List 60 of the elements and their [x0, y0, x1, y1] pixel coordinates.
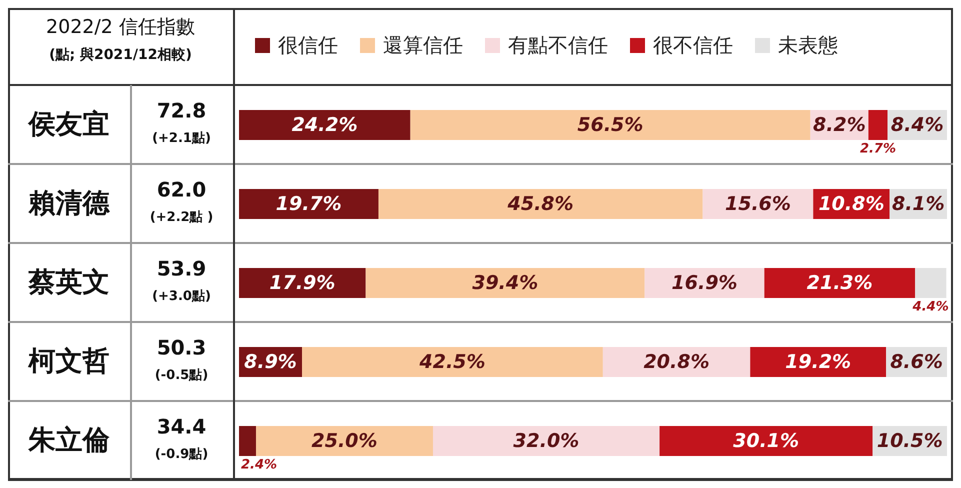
bar: [239, 189, 378, 219]
data-label: 42.5%: [418, 351, 486, 373]
y-tick-label: 賴清德: [28, 188, 110, 219]
data-label: 8.1%: [892, 193, 945, 215]
bar: [764, 268, 916, 298]
legend-label: 很不信任: [652, 32, 733, 59]
text: (+2.2點 ): [150, 210, 214, 225]
bar: [366, 268, 645, 298]
text: 53.9: [156, 256, 206, 280]
bar: [432, 426, 660, 456]
legend-label: 未表態: [777, 32, 838, 59]
text: (+2.1點): [152, 131, 211, 146]
data-label: 8.6%: [890, 351, 943, 373]
y-tick-label: 朱立倫: [28, 425, 110, 456]
data-label: 8.9%: [244, 351, 297, 373]
data-label: 17.9%: [269, 272, 336, 294]
bar: [410, 110, 810, 140]
data-label: 2.4%: [241, 458, 278, 472]
text: (+3.0點): [152, 289, 211, 304]
y-tick-label: 柯文哲: [28, 346, 110, 377]
data-label: 30.1%: [733, 430, 800, 452]
data-label: 10.5%: [876, 430, 943, 452]
data-label: 45.8%: [506, 193, 574, 215]
bar: [302, 347, 603, 377]
data-label: 24.2%: [292, 114, 358, 136]
y-tick-label: 侯友宜: [28, 109, 110, 140]
data-label: 2.7%: [860, 142, 896, 156]
data-label: 4.4%: [912, 300, 949, 314]
data-label: 39.4%: [472, 272, 538, 294]
data-label: 25.0%: [312, 430, 378, 452]
data-label: 19.7%: [276, 193, 342, 215]
bar: [660, 426, 873, 456]
data-label: 21.3%: [806, 272, 873, 294]
bar: [239, 426, 256, 456]
text: 34.4: [156, 414, 206, 438]
text: 50.3: [156, 336, 206, 360]
text: 72.8: [156, 98, 206, 122]
data-label: 8.4%: [890, 114, 944, 136]
chart-title: 2022/2 信任指數: [45, 15, 196, 40]
data-label: 20.8%: [644, 351, 710, 373]
data-label: 32.0%: [513, 430, 580, 452]
data-label: 8.2%: [813, 114, 866, 136]
legend-label: 有點不信任: [507, 32, 608, 59]
text: (-0.5點): [154, 368, 208, 383]
bar: [868, 110, 888, 140]
legend-label: 很信任: [277, 32, 338, 59]
data-label: 56.5%: [577, 114, 644, 136]
y-tick-label: 蔡英文: [28, 267, 110, 298]
data-label: 15.6%: [725, 193, 791, 215]
bar: [378, 189, 703, 219]
data-label: 10.8%: [818, 193, 884, 215]
text: 62.0: [156, 178, 206, 202]
bar: [239, 110, 410, 140]
text: (點; 與2021/12相較): [48, 46, 193, 64]
text: (-0.9點): [154, 447, 208, 462]
bar: [256, 426, 433, 456]
bar: [915, 268, 946, 298]
legend-label: 還算信任: [382, 32, 463, 59]
data-label: 19.2%: [785, 351, 852, 373]
data-label: 16.9%: [672, 272, 738, 294]
